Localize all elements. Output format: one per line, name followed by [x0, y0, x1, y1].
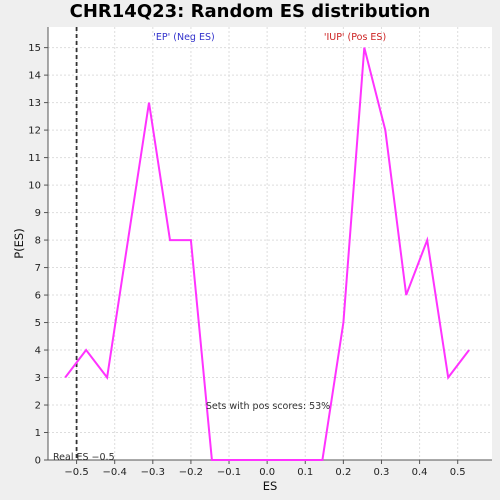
y-tick-label: 5 — [35, 318, 41, 329]
x-tick-label: 0.4 — [412, 467, 428, 478]
x-tick-label: 0.0 — [259, 467, 275, 478]
y-axis-label: P(ES) — [12, 228, 26, 258]
series-line — [64, 47, 470, 461]
neg-es-label: 'EP' (Neg ES) — [153, 32, 214, 43]
pos-es-label: 'IUP' (Pos ES) — [324, 32, 386, 43]
y-tick-label: 3 — [35, 373, 41, 384]
real-es-label: Real ES −0.5 — [53, 452, 115, 463]
x-tick-label: −0.3 — [141, 467, 165, 478]
pos-scores-label: Sets with pos scores: 53% — [206, 401, 330, 412]
y-tick-label: 2 — [35, 401, 41, 412]
y-tick-label: 14 — [28, 71, 41, 82]
y-tick-label: 12 — [28, 126, 41, 137]
y-tick-label: 13 — [28, 98, 41, 109]
y-tick-label: 4 — [35, 346, 41, 357]
x-tick-label: −0.1 — [217, 467, 241, 478]
y-tick-label: 11 — [28, 153, 41, 164]
plot-area — [48, 27, 492, 460]
y-tick-label: 8 — [35, 236, 41, 247]
x-tick-label: −0.4 — [103, 467, 127, 478]
y-tick-label: 6 — [35, 291, 41, 302]
x-tick-label: 0.3 — [374, 467, 390, 478]
y-tick-label: 7 — [35, 263, 41, 274]
x-tick-label: −0.5 — [64, 467, 88, 478]
y-tick-label: 1 — [35, 428, 41, 439]
x-tick-label: −0.2 — [179, 467, 203, 478]
y-tick-label: 15 — [28, 43, 41, 54]
y-tick-label: 0 — [35, 456, 41, 467]
x-tick-label: 0.2 — [335, 467, 351, 478]
x-tick-label: 0.1 — [297, 467, 313, 478]
x-tick-label: 0.5 — [450, 467, 466, 478]
y-tick-label: 10 — [28, 181, 41, 192]
y-tick-label: 9 — [35, 208, 41, 219]
chart-title: CHR14Q23: Random ES distribution — [69, 1, 431, 22]
x-axis-label: ES — [263, 479, 278, 493]
